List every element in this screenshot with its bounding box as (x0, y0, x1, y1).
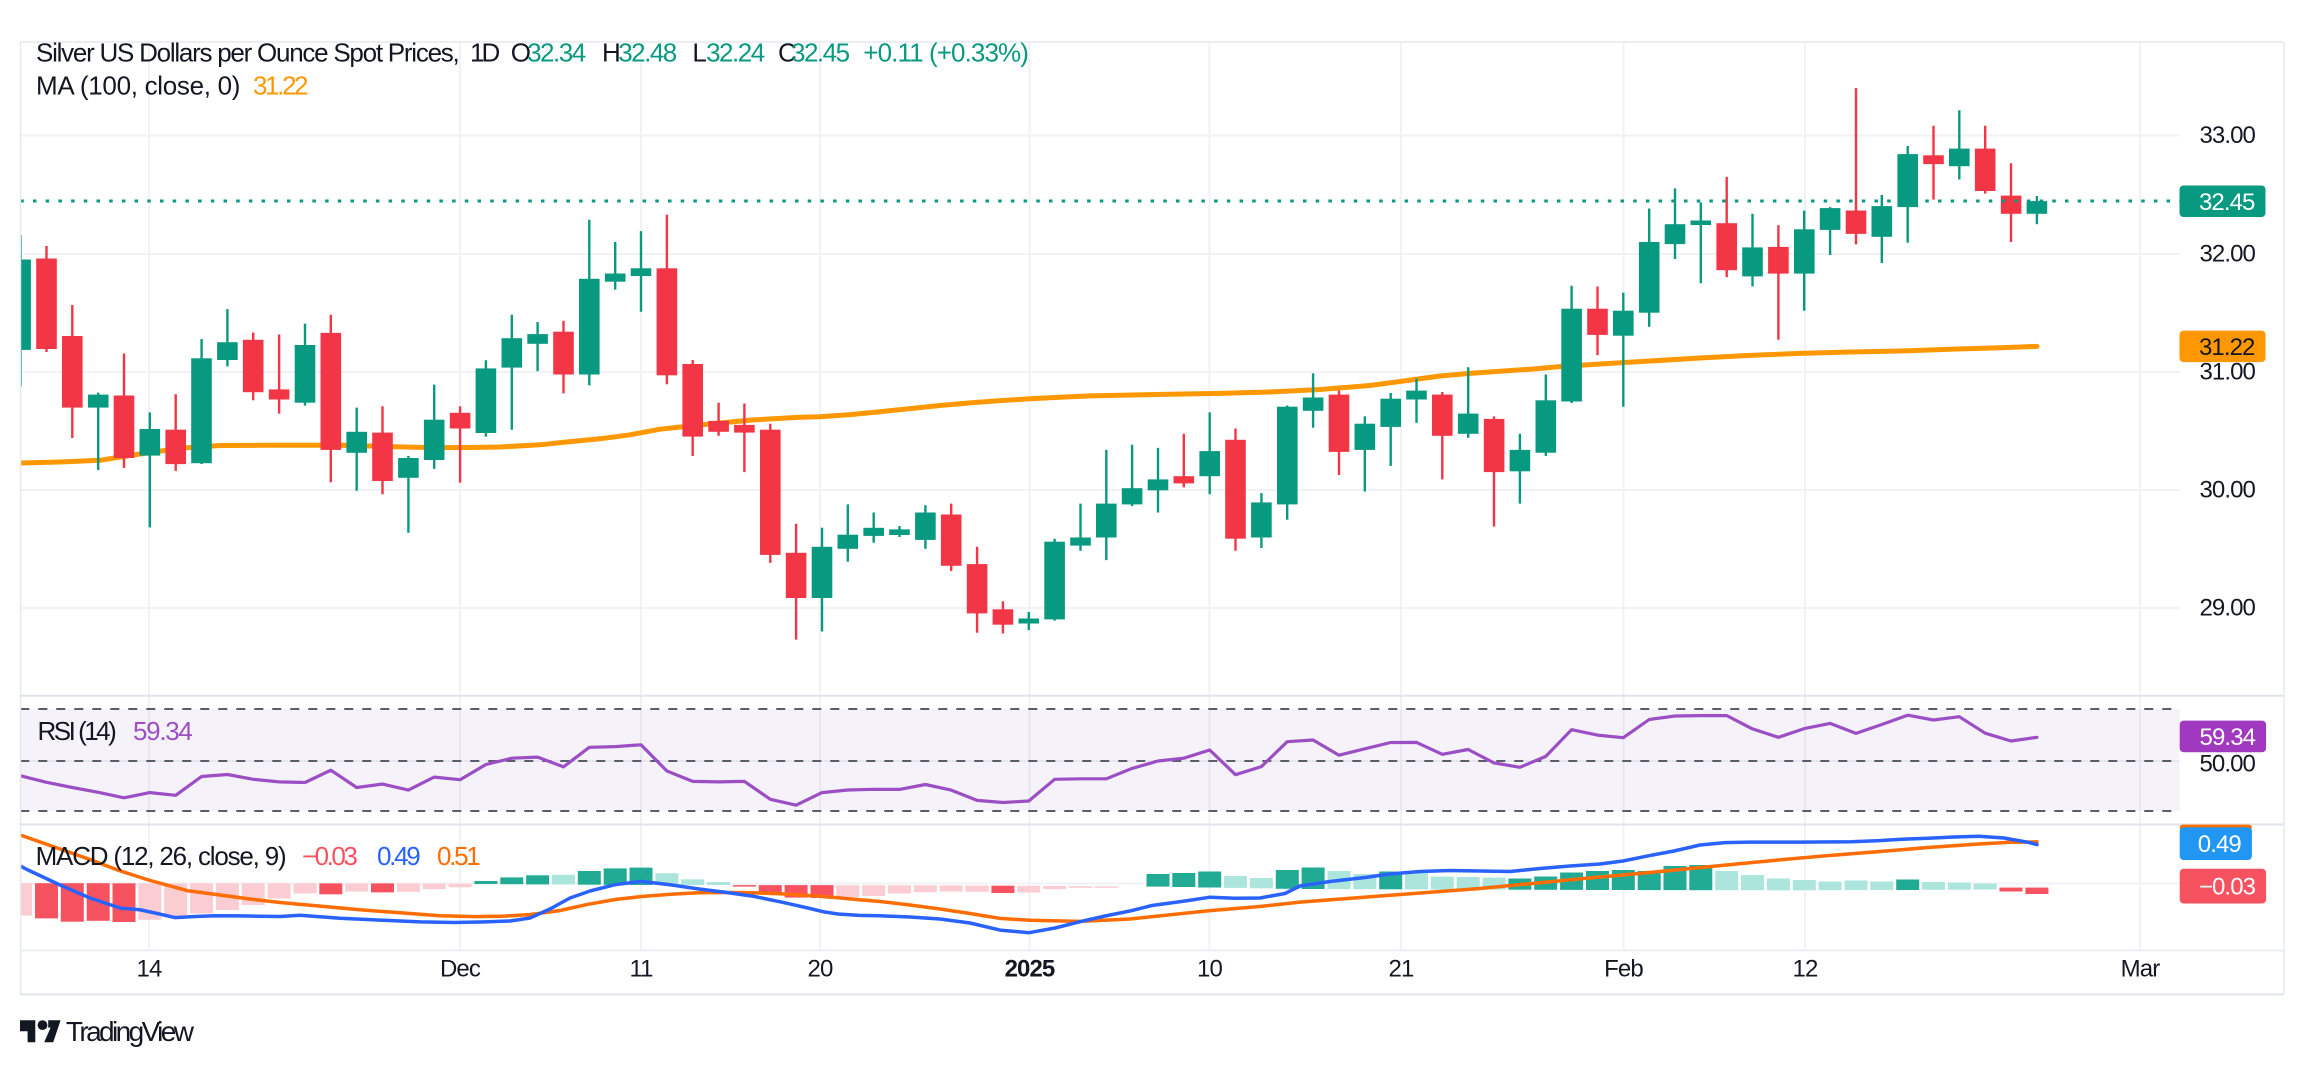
svg-text:32.24: 32.24 (706, 38, 765, 68)
svg-text:−0.03: −0.03 (302, 841, 357, 871)
svg-text:MACD (12, 26, close, 9): MACD (12, 26, close, 9) (36, 841, 286, 871)
svg-text:14: 14 (137, 956, 162, 983)
svg-text:H: H (602, 38, 619, 68)
svg-text:0.51: 0.51 (437, 841, 480, 871)
svg-text:11: 11 (629, 956, 653, 983)
svg-text:59.34: 59.34 (133, 716, 192, 746)
svg-text:Silver US Dollars per Ounce Sp: Silver US Dollars per Ounce Spot Prices, (36, 38, 459, 68)
svg-text:Mar: Mar (2121, 956, 2161, 983)
svg-text:33.00: 33.00 (2199, 122, 2255, 149)
svg-text:30.00: 30.00 (2199, 477, 2255, 504)
svg-text:MA (100, close, 0): MA (100, close, 0) (36, 71, 240, 101)
svg-text:31.00: 31.00 (2199, 359, 2255, 386)
svg-text:29.00: 29.00 (2199, 595, 2255, 622)
svg-text:+0.11 (+0.33%): +0.11 (+0.33%) (863, 38, 1028, 68)
svg-text:Dec: Dec (440, 956, 481, 983)
svg-text:59.34: 59.34 (2200, 724, 2256, 751)
svg-text:0.49: 0.49 (2198, 831, 2242, 858)
svg-text:1D: 1D (470, 38, 499, 68)
svg-text:31.22: 31.22 (2199, 334, 2255, 361)
svg-text:21: 21 (1389, 956, 1414, 983)
svg-text:RSI (14): RSI (14) (38, 716, 117, 746)
svg-text:31.22: 31.22 (253, 71, 308, 101)
svg-text:2025: 2025 (1005, 956, 1055, 983)
svg-text:32.48: 32.48 (618, 38, 677, 68)
svg-text:0.49: 0.49 (377, 841, 420, 871)
svg-text:32.34: 32.34 (527, 38, 586, 68)
svg-text:50.00: 50.00 (2199, 751, 2255, 778)
svg-text:TradingView: TradingView (66, 1016, 195, 1047)
svg-text:L: L (692, 38, 706, 68)
svg-text:12: 12 (1793, 956, 1818, 983)
svg-text:32.00: 32.00 (2199, 241, 2255, 268)
svg-text:32.45: 32.45 (791, 38, 850, 68)
svg-text:32.45: 32.45 (2199, 189, 2255, 216)
svg-text:20: 20 (808, 956, 833, 983)
svg-text:−0.03: −0.03 (2199, 874, 2256, 901)
svg-text:Feb: Feb (1604, 956, 1643, 983)
svg-text:10: 10 (1197, 956, 1222, 983)
